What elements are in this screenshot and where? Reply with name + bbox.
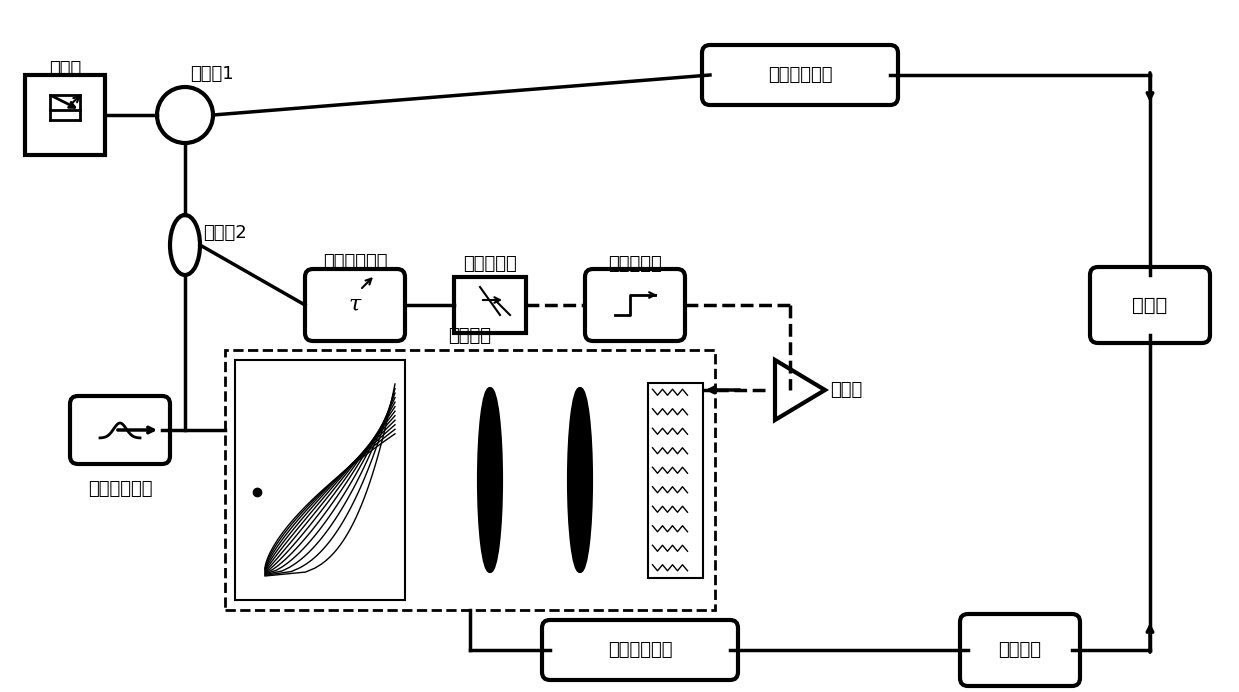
FancyBboxPatch shape: [69, 396, 170, 464]
Text: 放大器: 放大器: [830, 381, 862, 399]
FancyBboxPatch shape: [960, 614, 1080, 686]
Ellipse shape: [479, 389, 501, 571]
Text: 色散补偿光纤: 色散补偿光纤: [768, 66, 833, 84]
Text: 可调光延时线: 可调光延时线: [322, 253, 388, 271]
FancyBboxPatch shape: [305, 269, 405, 341]
Text: 自相关: 自相关: [1132, 295, 1167, 314]
Bar: [25, 75, 105, 155]
Bar: [453, 277, 527, 333]
Text: 光带通滤波器: 光带通滤波器: [88, 480, 152, 498]
Text: 脉冲整形: 脉冲整形: [449, 327, 492, 345]
FancyBboxPatch shape: [585, 269, 685, 341]
FancyBboxPatch shape: [703, 45, 898, 105]
Bar: [225, 350, 715, 610]
Text: 光电探测器: 光电探测器: [463, 255, 517, 273]
Text: τ: τ: [349, 294, 361, 316]
Text: 色散补偿光纤: 色散补偿光纤: [608, 641, 673, 659]
Bar: [648, 383, 703, 578]
Text: 耦合器2: 耦合器2: [203, 224, 247, 242]
FancyBboxPatch shape: [541, 620, 738, 680]
Text: 耦合器1: 耦合器1: [190, 65, 234, 83]
Text: 激光器: 激光器: [48, 60, 81, 78]
Text: 低通滤波器: 低通滤波器: [608, 255, 662, 273]
Ellipse shape: [569, 389, 591, 571]
Polygon shape: [776, 360, 825, 420]
Text: 光放大器: 光放大器: [999, 641, 1042, 659]
FancyBboxPatch shape: [1090, 267, 1211, 343]
Bar: [235, 360, 405, 600]
